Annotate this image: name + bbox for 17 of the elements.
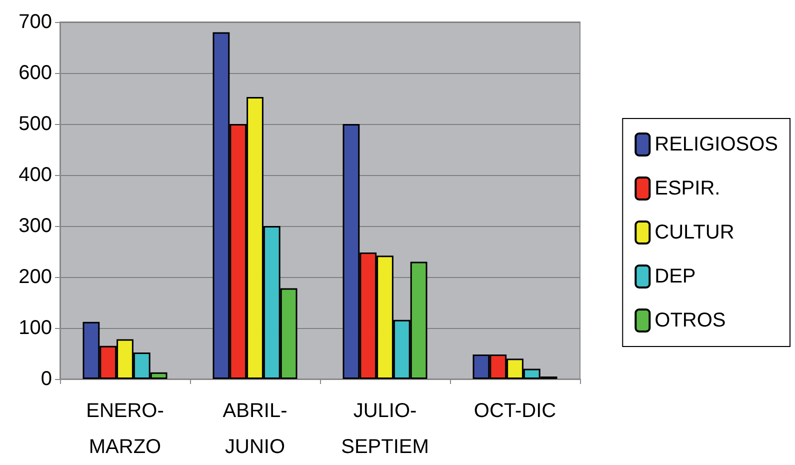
x-tick-label: ENERO- MARZO <box>86 400 164 458</box>
x-tick-label: ABRIL- JUNIO <box>222 400 288 458</box>
y-tick-label: 600 <box>18 62 52 84</box>
y-tick-label: 0 <box>40 368 52 390</box>
y-tick-label: 400 <box>18 164 52 186</box>
y-tick-label: 700 <box>18 11 52 33</box>
x-tick-label: JULIO- SEPTIEM <box>341 400 429 458</box>
y-tick-label: 300 <box>18 215 52 237</box>
legend-label: CULTUR <box>654 222 734 244</box>
y-tick-label: 500 <box>18 113 52 135</box>
y-tick-label: 200 <box>18 266 52 288</box>
legend-label: OTROS <box>654 310 726 332</box>
legend-label: RELIGIOSOS <box>654 134 778 156</box>
legend-label: ESPIR. <box>654 178 720 200</box>
legend-label: DEP <box>654 266 696 288</box>
x-tick-label: OCT-DIC <box>474 400 556 422</box>
y-tick-label: 100 <box>18 317 52 339</box>
